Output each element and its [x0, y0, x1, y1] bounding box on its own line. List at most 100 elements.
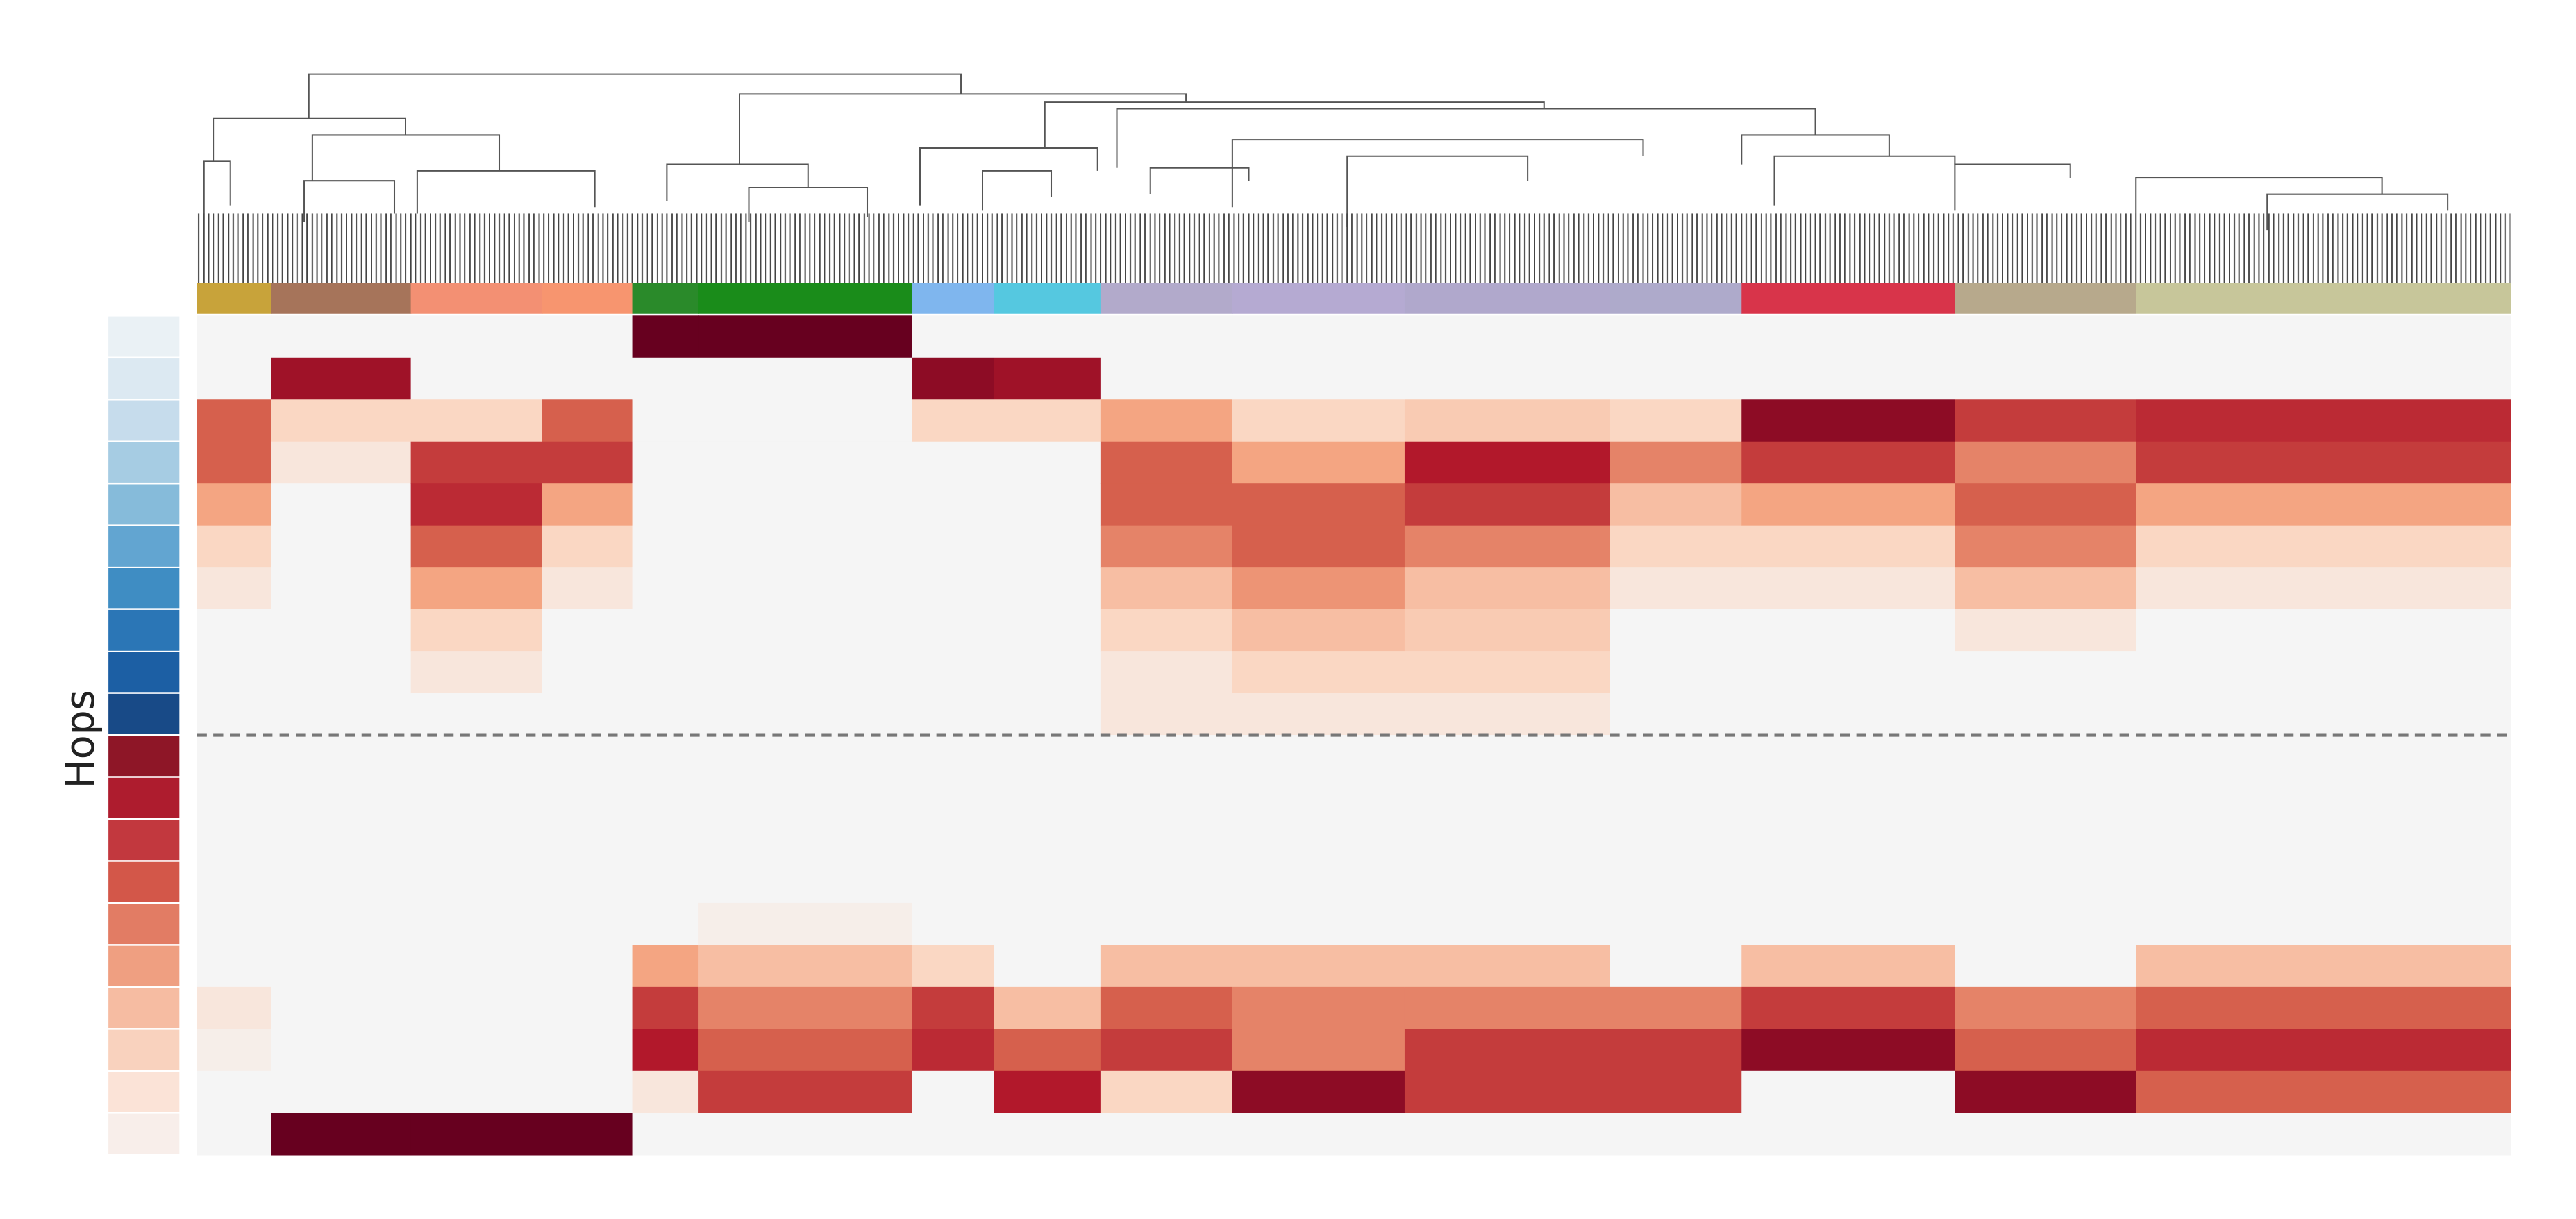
cell — [912, 441, 995, 484]
cell — [1955, 902, 2137, 946]
row-color — [108, 861, 180, 902]
cell — [410, 693, 543, 736]
cell — [197, 1113, 272, 1156]
cell — [698, 818, 912, 862]
cell — [1741, 399, 1956, 442]
cell — [632, 357, 699, 401]
cell — [542, 357, 633, 401]
cell — [632, 902, 699, 946]
row-color — [108, 442, 180, 483]
cell — [197, 483, 272, 526]
cell — [1610, 1029, 1743, 1072]
cell — [994, 1070, 1101, 1114]
cell — [271, 902, 412, 946]
cell — [1955, 986, 2137, 1030]
cell — [994, 1029, 1101, 1072]
cell — [698, 567, 912, 610]
cell — [271, 945, 412, 988]
row-color — [108, 484, 180, 525]
cell — [1955, 441, 2137, 484]
cell — [1232, 777, 1405, 820]
cell — [410, 1113, 543, 1156]
cell — [1404, 1070, 1611, 1114]
cell — [542, 986, 633, 1030]
cell — [1610, 861, 1743, 904]
cell — [1741, 818, 1956, 862]
cell — [1610, 567, 1743, 610]
cell — [542, 567, 633, 610]
cell — [2136, 567, 2511, 610]
cell — [912, 861, 995, 904]
cell — [197, 818, 272, 862]
cell — [632, 1113, 699, 1156]
row-color — [108, 316, 180, 357]
cell — [994, 902, 1101, 946]
cell — [994, 777, 1101, 820]
cell — [1404, 1113, 1611, 1156]
cell — [197, 1029, 272, 1072]
cell — [542, 441, 633, 484]
cell — [197, 945, 272, 988]
cell — [1955, 357, 2137, 401]
cell — [1741, 735, 1956, 778]
cell — [1100, 441, 1233, 484]
cell — [698, 1029, 912, 1072]
cell — [271, 735, 412, 778]
cell — [1404, 441, 1611, 484]
cell — [1100, 1029, 1233, 1072]
cell — [410, 902, 543, 946]
row-color — [108, 820, 180, 861]
cell — [2136, 525, 2511, 568]
cell — [197, 902, 272, 946]
cell — [1741, 986, 1956, 1030]
cell — [1100, 651, 1233, 694]
cell — [542, 399, 633, 442]
cell — [2136, 986, 2511, 1030]
cell — [271, 483, 412, 526]
cell — [912, 567, 995, 610]
cell — [994, 818, 1101, 862]
cell — [1955, 1029, 2137, 1072]
cell — [2136, 1029, 2511, 1072]
cell — [1404, 945, 1611, 988]
cell — [994, 399, 1101, 442]
cell — [271, 441, 412, 484]
cell — [994, 357, 1101, 401]
cell — [632, 861, 699, 904]
cell — [698, 315, 912, 358]
cell — [912, 902, 995, 946]
cluster-color — [1404, 283, 1611, 314]
cell — [410, 609, 543, 652]
cell — [1404, 1029, 1611, 1072]
cell — [994, 651, 1101, 694]
cell — [632, 399, 699, 442]
cell — [1232, 735, 1405, 778]
cell — [698, 399, 912, 442]
cell — [1741, 483, 1956, 526]
cell — [1610, 735, 1743, 778]
cluster-color — [542, 283, 633, 314]
cell — [1232, 693, 1405, 736]
cell — [1741, 567, 1956, 610]
cell — [271, 693, 412, 736]
cell — [2136, 735, 2511, 778]
cell — [1955, 818, 2137, 862]
cell — [197, 986, 272, 1030]
cell — [1955, 525, 2137, 568]
cell — [1404, 735, 1611, 778]
cell — [994, 693, 1101, 736]
cell — [632, 693, 699, 736]
cell — [542, 945, 633, 988]
cell — [1741, 315, 1956, 358]
cell — [1610, 399, 1743, 442]
cell — [698, 945, 912, 988]
cell — [1610, 441, 1743, 484]
y-label: Hops — [57, 690, 103, 789]
cell — [1610, 945, 1743, 988]
cell — [197, 315, 272, 358]
cluster-color — [410, 283, 543, 314]
cell — [197, 777, 272, 820]
cell — [1100, 567, 1233, 610]
cell — [912, 483, 995, 526]
